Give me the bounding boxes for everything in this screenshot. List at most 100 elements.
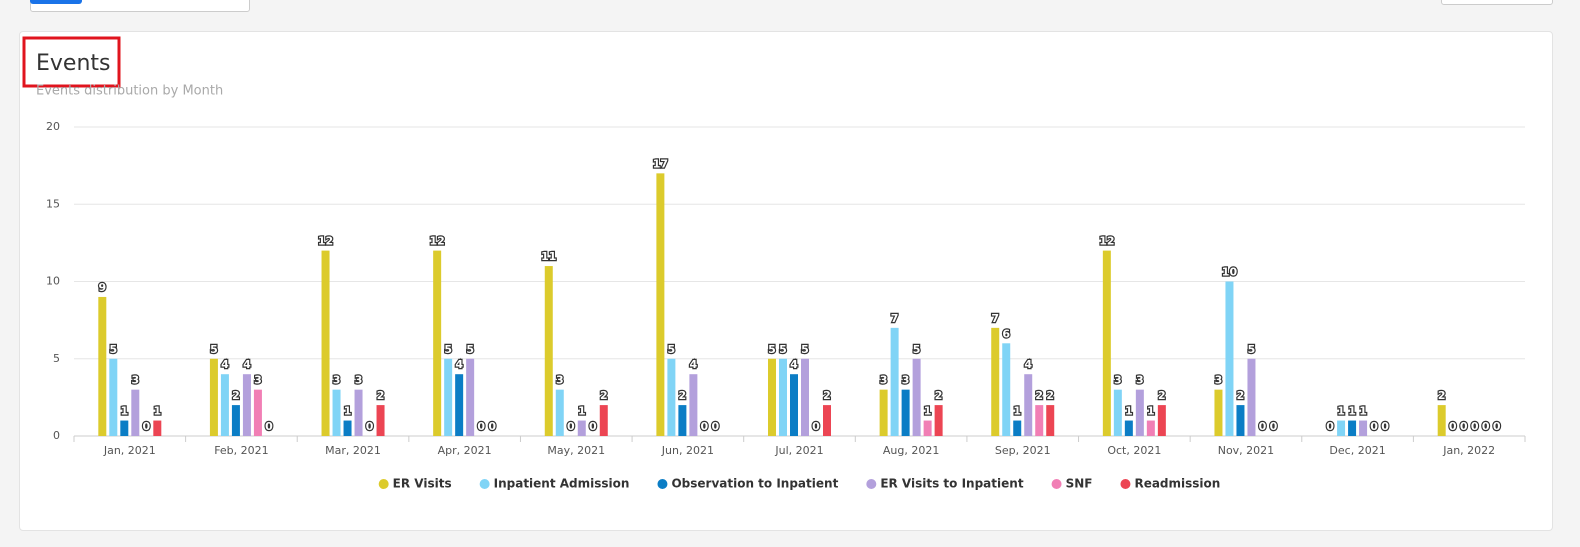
x-tick-label: Dec, 2021 xyxy=(1329,444,1385,457)
legend-label: Inpatient Admission xyxy=(494,477,630,491)
value-label: 1 xyxy=(578,405,586,418)
value-label: 4 xyxy=(1024,358,1032,371)
value-label: 1 xyxy=(120,405,128,418)
y-tick-label: 10 xyxy=(46,275,60,288)
value-label: 0 xyxy=(1259,420,1267,433)
bar xyxy=(321,250,330,436)
search-input[interactable] xyxy=(30,0,250,12)
legend-label: ER Visits xyxy=(393,477,452,491)
value-label: 1 xyxy=(1348,405,1356,418)
value-label: 3 xyxy=(902,374,910,387)
legend-label: SNF xyxy=(1066,477,1093,491)
value-label: 0 xyxy=(1482,420,1490,433)
value-label: 1 xyxy=(1147,405,1155,418)
legend-marker xyxy=(866,479,877,489)
bar xyxy=(98,296,107,436)
value-label: 5 xyxy=(801,343,809,356)
value-label: 17 xyxy=(653,157,668,170)
x-tick-label: Jan, 2022 xyxy=(1442,444,1495,457)
bar xyxy=(109,358,118,436)
value-label: 3 xyxy=(1114,374,1122,387)
chart-title: Events xyxy=(36,51,111,76)
legend-marker xyxy=(1051,479,1062,489)
legend-marker xyxy=(479,479,490,489)
value-label: 1 xyxy=(924,405,932,418)
bar xyxy=(1002,343,1011,436)
value-label: 1 xyxy=(1359,405,1367,418)
button[interactable] xyxy=(1441,0,1553,5)
value-label: 4 xyxy=(455,358,463,371)
value-label: 5 xyxy=(1248,343,1256,356)
value-label: 4 xyxy=(790,358,798,371)
value-label: 0 xyxy=(366,420,374,433)
bar xyxy=(901,389,910,436)
value-label: 2 xyxy=(679,389,687,402)
value-label: 0 xyxy=(1326,420,1334,433)
value-label: 0 xyxy=(1381,420,1389,433)
value-label: 2 xyxy=(1046,389,1054,402)
value-label: 0 xyxy=(589,420,597,433)
bar xyxy=(1113,389,1122,436)
value-label: 5 xyxy=(466,343,474,356)
value-label: 1 xyxy=(153,405,161,418)
value-label: 1 xyxy=(344,405,352,418)
value-label: 7 xyxy=(991,312,999,325)
legend-label: ER Visits to Inpatient xyxy=(880,477,1024,491)
value-label: 9 xyxy=(98,281,106,294)
value-label: 3 xyxy=(880,374,888,387)
bar xyxy=(242,374,251,436)
bar xyxy=(923,420,932,436)
legend-marker xyxy=(378,479,389,489)
y-tick-label: 0 xyxy=(53,429,60,442)
bar xyxy=(1214,389,1223,436)
bar xyxy=(934,405,943,436)
value-label: 0 xyxy=(712,420,720,433)
x-tick-label: Mar, 2021 xyxy=(325,444,381,457)
value-label: 5 xyxy=(913,343,921,356)
bar xyxy=(1124,420,1133,436)
x-tick-label: Jul, 2021 xyxy=(774,444,823,457)
bar xyxy=(1135,389,1144,436)
value-label: 2 xyxy=(1035,389,1043,402)
x-tick-label: Feb, 2021 xyxy=(214,444,268,457)
value-label: 0 xyxy=(1370,420,1378,433)
value-label: 3 xyxy=(1136,374,1144,387)
value-label: 12 xyxy=(429,235,444,248)
value-label: 2 xyxy=(823,389,831,402)
bar xyxy=(433,250,442,436)
x-tick-label: Nov, 2021 xyxy=(1218,444,1274,457)
bar xyxy=(555,389,564,436)
button[interactable] xyxy=(30,0,82,4)
bar xyxy=(790,374,798,436)
x-tick-label: May, 2021 xyxy=(547,444,605,457)
chart-subtitle: Events distribution by Month xyxy=(36,84,223,99)
x-tick-label: Apr, 2021 xyxy=(438,444,492,457)
bar xyxy=(332,389,341,436)
value-label: 5 xyxy=(779,343,787,356)
bar xyxy=(253,389,262,436)
value-label: 0 xyxy=(1270,420,1278,433)
bar xyxy=(912,358,921,436)
value-label: 2 xyxy=(1158,389,1166,402)
value-label: 7 xyxy=(891,312,899,325)
value-label: 4 xyxy=(243,358,251,371)
bar xyxy=(890,327,899,436)
value-label: 1 xyxy=(1013,405,1021,418)
bar xyxy=(1236,405,1245,436)
value-label: 1 xyxy=(1337,405,1345,418)
bar xyxy=(1359,420,1368,436)
value-label: 0 xyxy=(477,420,485,433)
bar xyxy=(343,420,352,436)
value-label: 5 xyxy=(768,343,776,356)
bar xyxy=(768,358,776,436)
value-label: 2 xyxy=(232,389,240,402)
bar xyxy=(220,374,229,436)
bar xyxy=(153,420,162,436)
value-label: 4 xyxy=(690,358,698,371)
value-label: 2 xyxy=(600,389,608,402)
value-label: 6 xyxy=(1002,327,1010,340)
value-label: 0 xyxy=(142,420,150,433)
legend-label: Readmission xyxy=(1134,477,1220,491)
x-tick-label: Jan, 2021 xyxy=(103,444,156,457)
